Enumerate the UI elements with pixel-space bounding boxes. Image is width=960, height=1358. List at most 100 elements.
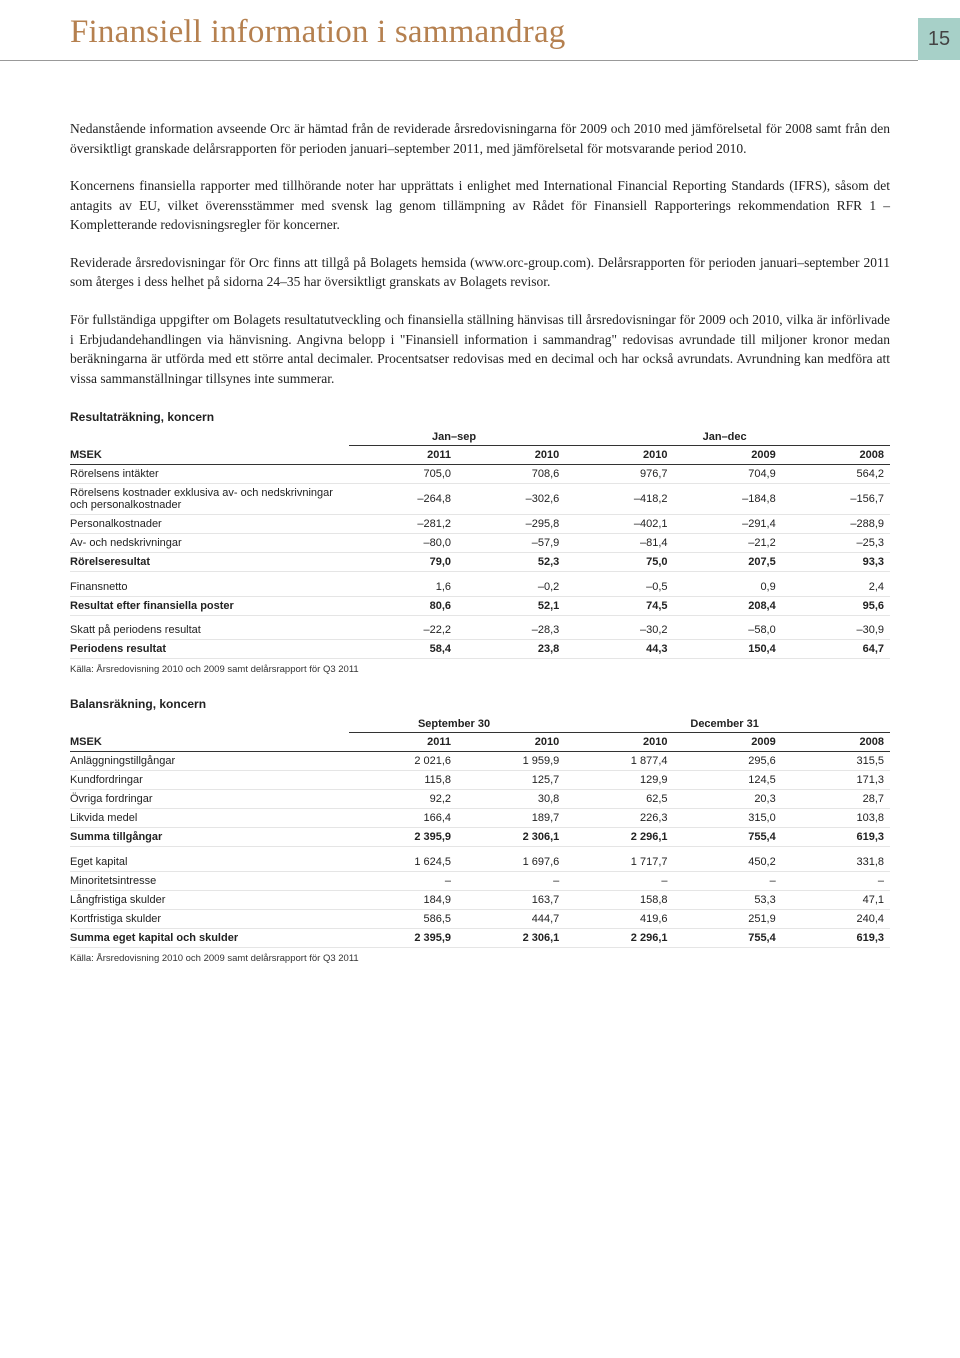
row-label: Av- och nedskrivningar: [70, 534, 349, 553]
cell-value: 2 395,9: [349, 828, 457, 847]
msek-label: MSEK: [70, 446, 349, 465]
row-label: Personalkostnader: [70, 515, 349, 534]
cell-value: 240,4: [782, 909, 890, 928]
cell-value: 315,5: [782, 752, 890, 771]
cell-value: 586,5: [349, 909, 457, 928]
cell-value: 1 877,4: [565, 752, 673, 771]
paragraph: Koncernens finansiella rapporter med til…: [70, 176, 890, 235]
row-label: Kundfordringar: [70, 771, 349, 790]
cell-value: 95,6: [782, 596, 890, 615]
cell-value: 0,9: [674, 578, 782, 597]
cell-value: –288,9: [782, 515, 890, 534]
cell-value: –30,9: [782, 621, 890, 640]
cell-value: 103,8: [782, 809, 890, 828]
cell-value: 1,6: [349, 578, 457, 597]
table-row: Eget kapital1 624,51 697,61 717,7450,233…: [70, 853, 890, 872]
cell-value: 30,8: [457, 790, 565, 809]
page-content: Finansiell information i sammandrag Neda…: [0, 0, 960, 1020]
cell-value: 124,5: [674, 771, 782, 790]
period-header: Jan–sep: [349, 428, 565, 446]
table-row: Minoritetsintresse–––––: [70, 871, 890, 890]
table-row: Periodens resultat58,423,844,3150,464,7: [70, 640, 890, 659]
table-row: Personalkostnader–281,2–295,8–402,1–291,…: [70, 515, 890, 534]
cell-value: –281,2: [349, 515, 457, 534]
year-header: 2010: [565, 446, 673, 465]
cell-value: –302,6: [457, 484, 565, 515]
cell-value: 1 717,7: [565, 853, 673, 872]
body-text: Nedanstående information avseende Orc är…: [70, 119, 890, 388]
cell-value: –80,0: [349, 534, 457, 553]
table-row: Rörelsens intäkter705,0708,6976,7704,956…: [70, 465, 890, 484]
cell-value: 207,5: [674, 553, 782, 572]
cell-value: –22,2: [349, 621, 457, 640]
cell-value: 64,7: [782, 640, 890, 659]
cell-value: 163,7: [457, 890, 565, 909]
cell-value: 315,0: [674, 809, 782, 828]
cell-value: –: [674, 871, 782, 890]
cell-value: 619,3: [782, 828, 890, 847]
year-header: 2008: [782, 446, 890, 465]
cell-value: 58,4: [349, 640, 457, 659]
row-label: Anläggningstillgångar: [70, 752, 349, 771]
cell-value: 74,5: [565, 596, 673, 615]
row-label: Summa eget kapital och skulder: [70, 928, 349, 947]
cell-value: 28,7: [782, 790, 890, 809]
row-label: Rörelseresultat: [70, 553, 349, 572]
cell-value: 708,6: [457, 465, 565, 484]
cell-value: 444,7: [457, 909, 565, 928]
cell-value: 976,7: [565, 465, 673, 484]
table-row: Summa tillgångar2 395,92 306,12 296,1755…: [70, 828, 890, 847]
cell-value: –402,1: [565, 515, 673, 534]
cell-value: 295,6: [674, 752, 782, 771]
cell-value: –295,8: [457, 515, 565, 534]
year-header: 2011: [349, 446, 457, 465]
paragraph: För fullständiga uppgifter om Bolagets r…: [70, 310, 890, 388]
row-label: Finansnetto: [70, 578, 349, 597]
cell-value: –30,2: [565, 621, 673, 640]
table-row: Anläggningstillgångar2 021,61 959,91 877…: [70, 752, 890, 771]
cell-value: 619,3: [782, 928, 890, 947]
cell-value: –0,2: [457, 578, 565, 597]
year-header: 2010: [457, 446, 565, 465]
row-label: Summa tillgångar: [70, 828, 349, 847]
table-row: Finansnetto1,6–0,2–0,50,92,4: [70, 578, 890, 597]
cell-value: 52,1: [457, 596, 565, 615]
row-label: Minoritetsintresse: [70, 871, 349, 890]
row-label: Övriga fordringar: [70, 790, 349, 809]
cell-value: 166,4: [349, 809, 457, 828]
cell-value: –81,4: [565, 534, 673, 553]
year-header: 2008: [782, 733, 890, 752]
cell-value: 52,3: [457, 553, 565, 572]
cell-value: 20,3: [674, 790, 782, 809]
table-row: Långfristiga skulder184,9163,7158,853,34…: [70, 890, 890, 909]
income-statement-table: Jan–sep Jan–dec MSEK 2011 2010 2010 2009…: [70, 428, 890, 659]
cell-value: 158,8: [565, 890, 673, 909]
cell-value: –28,3: [457, 621, 565, 640]
cell-value: 755,4: [674, 828, 782, 847]
cell-value: 2 395,9: [349, 928, 457, 947]
cell-value: 92,2: [349, 790, 457, 809]
cell-value: –57,9: [457, 534, 565, 553]
cell-value: –: [565, 871, 673, 890]
period-header: September 30: [349, 715, 565, 733]
table-row: Rörelseresultat79,052,375,0207,593,3: [70, 553, 890, 572]
table-title-income: Resultaträkning, koncern: [70, 410, 890, 424]
cell-value: 2 021,6: [349, 752, 457, 771]
period-header: Jan–dec: [565, 428, 890, 446]
cell-value: 705,0: [349, 465, 457, 484]
cell-value: 115,8: [349, 771, 457, 790]
cell-value: 189,7: [457, 809, 565, 828]
cell-value: –: [457, 871, 565, 890]
cell-value: 226,3: [565, 809, 673, 828]
cell-value: 2 306,1: [457, 928, 565, 947]
cell-value: 2,4: [782, 578, 890, 597]
cell-value: –156,7: [782, 484, 890, 515]
table-source: Källa: Årsredovisning 2010 och 2009 samt…: [70, 664, 890, 675]
year-header: 2009: [674, 733, 782, 752]
cell-value: –58,0: [674, 621, 782, 640]
page-number: 15: [918, 18, 960, 60]
row-label: Periodens resultat: [70, 640, 349, 659]
table-row: Övriga fordringar92,230,862,520,328,7: [70, 790, 890, 809]
cell-value: 80,6: [349, 596, 457, 615]
page-title: Finansiell information i sammandrag: [70, 14, 890, 51]
